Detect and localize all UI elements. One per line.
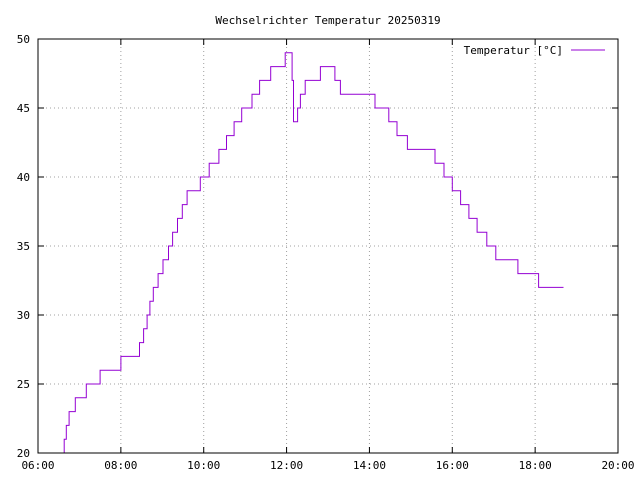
y-tick-label: 25 xyxy=(17,378,30,391)
x-tick-label: 06:00 xyxy=(21,459,54,472)
axis-ticks: 06:00 08:00 10:00 12:00 14:00 16:00 18:00 20:00… xyxy=(17,33,635,472)
x-tick-label: 18:00 xyxy=(519,459,552,472)
y-tick-label: 30 xyxy=(17,309,30,322)
chart-title: Wechselrichter Temperatur 20250319 xyxy=(215,14,440,27)
y-tick-label: 40 xyxy=(17,171,30,184)
y-tick-label: 45 xyxy=(17,102,30,115)
y-tick-label: 50 xyxy=(17,33,30,46)
y-tick-label: 35 xyxy=(17,240,30,253)
legend-label: Temperatur [°C] xyxy=(464,44,563,57)
grid-lines xyxy=(38,39,618,453)
x-tick-label: 20:00 xyxy=(601,459,634,472)
series-layer xyxy=(62,52,564,454)
x-tick-label: 12:00 xyxy=(270,459,303,472)
temperature-series-line xyxy=(62,52,564,454)
x-tick-label: 16:00 xyxy=(436,459,469,472)
y-tick-label: 20 xyxy=(17,447,30,460)
x-tick-label: 08:00 xyxy=(104,459,137,472)
x-tick-label: 10:00 xyxy=(187,459,220,472)
x-tick-label: 14:00 xyxy=(353,459,386,472)
legend: Temperatur [°C] xyxy=(464,44,605,57)
